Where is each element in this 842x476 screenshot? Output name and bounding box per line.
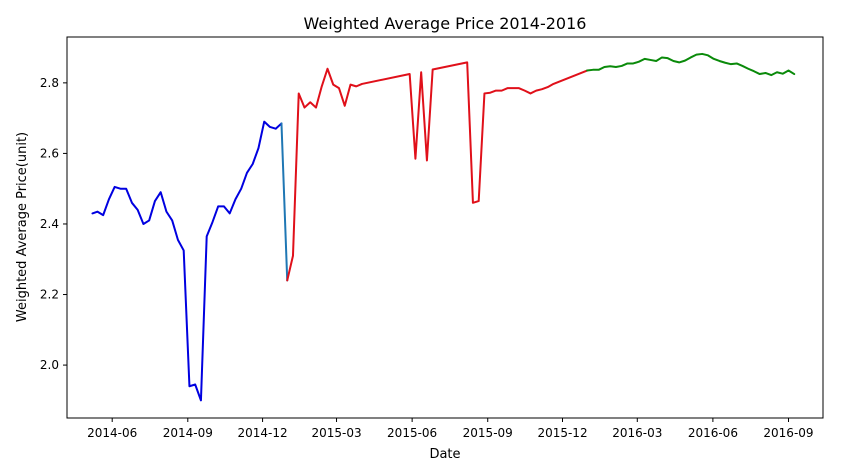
chart-title: Weighted Average Price 2014-2016 (304, 14, 587, 33)
y-tick-label: 2.6 (40, 146, 59, 160)
series-line-3 (286, 61, 589, 282)
y-tick-label: 2.0 (40, 358, 59, 372)
plot-frame (66, 36, 824, 419)
series-line-2 (280, 122, 289, 282)
x-axis-ticks: 2014-06 2014-09 2014-12 2015-03 2015-06 2015-… (87, 418, 814, 440)
y-tick-label: 2.4 (40, 217, 59, 231)
y-tick-label: 2.2 (40, 288, 59, 302)
x-tick-label: 2015-09 (463, 426, 513, 440)
x-tick-label: 2015-03 (311, 426, 361, 440)
x-tick-label: 2016-06 (688, 426, 738, 440)
x-tick-label: 2014-12 (238, 426, 288, 440)
series-line-4 (586, 52, 796, 77)
series-line-1 (91, 120, 283, 402)
x-tick-label: 2015-06 (387, 426, 437, 440)
x-tick-label: 2016-09 (763, 426, 813, 440)
y-axis-ticks: 2.0 2.2 2.4 2.6 2.8 (40, 76, 67, 372)
y-axis-label: Weighted Average Price(unit) (15, 132, 30, 322)
x-tick-label: 2014-09 (163, 426, 213, 440)
x-tick-label: 2015-12 (537, 426, 587, 440)
series-layer (91, 52, 796, 402)
x-axis-label: Date (429, 447, 460, 462)
x-tick-label: 2014-06 (87, 426, 137, 440)
x-tick-label: 2016-03 (612, 426, 662, 440)
y-tick-label: 2.8 (40, 76, 59, 90)
